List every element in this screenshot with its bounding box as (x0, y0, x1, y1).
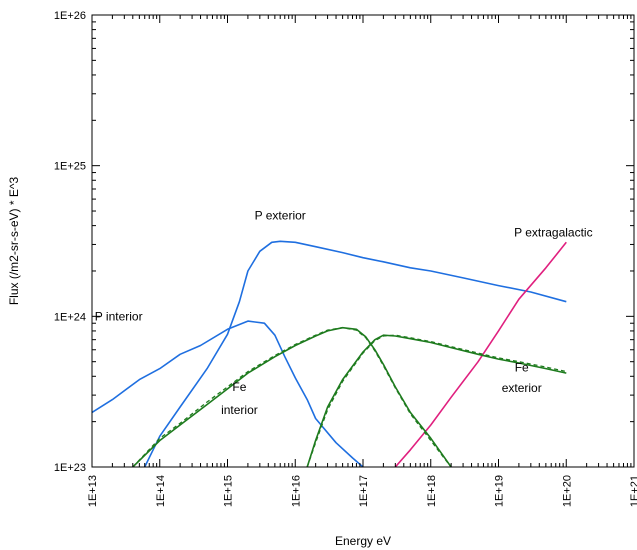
x-tick-label: 1E+13 (87, 475, 99, 507)
x-tick-label: 1E+21 (629, 475, 637, 507)
y-tick-label: 1E+25 (54, 161, 86, 173)
x-tick-label: 1E+15 (223, 475, 235, 507)
x-tick-label: 1E+19 (494, 475, 506, 507)
chart-annotation: interior (221, 403, 258, 417)
series-line-1 (92, 320, 364, 467)
x-tick-label: 1E+14 (155, 475, 167, 507)
ticks-layer (91, 14, 635, 468)
y-tick-label: 1E+24 (54, 311, 86, 323)
annotations-layer: P exterior P extragalactic P interior Fe int… (95, 208, 593, 417)
x-tick-label: 1E+18 (426, 475, 438, 507)
chart-annotation: Fe (232, 380, 246, 394)
x-tick-label: 1E+20 (561, 475, 573, 507)
y-axis-label: Flux (/m2-sr-s-eV) * E^3 (7, 177, 21, 306)
series-line-2 (143, 240, 567, 467)
series-line-7 (306, 334, 567, 467)
chart-annotation: P extragalactic (514, 225, 593, 239)
series-line-3 (394, 241, 567, 467)
y-tick-label: 1E+23 (54, 462, 86, 474)
chart-annotation: P exterior (255, 208, 306, 222)
y-tick-label: 1E+26 (54, 10, 86, 22)
chart-annotation: exterior (502, 381, 542, 395)
x-axis-label: Energy eV (335, 534, 391, 548)
series-layer (92, 240, 567, 467)
chart-annotation: P interior (95, 309, 143, 323)
chart-annotation: Fe (515, 361, 529, 375)
x-tick-label: 1E+16 (290, 475, 302, 507)
series-line-6 (306, 334, 567, 467)
tick-labels-layer: 1E+13 1E+14 1E+15 1E+16 1E+17 1E+18 1E+19 1E+20… (54, 10, 637, 507)
x-tick-label: 1E+17 (358, 475, 370, 507)
series-line-5 (132, 327, 452, 467)
